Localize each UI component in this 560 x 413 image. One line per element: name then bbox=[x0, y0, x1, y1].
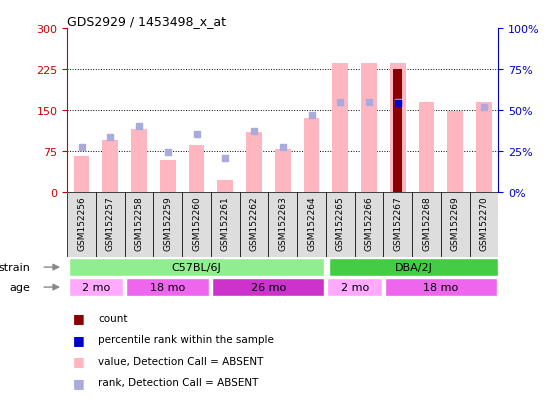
Bar bbox=[240, 192, 268, 257]
Bar bbox=[125, 192, 153, 257]
Text: GSM152260: GSM152260 bbox=[192, 195, 201, 250]
Point bbox=[479, 104, 488, 111]
Bar bbox=[328, 278, 382, 297]
Text: value, Detection Call = ABSENT: value, Detection Call = ABSENT bbox=[98, 356, 263, 366]
Text: GSM152262: GSM152262 bbox=[250, 195, 259, 250]
Bar bbox=[361, 64, 377, 192]
Bar bbox=[212, 278, 324, 297]
Text: GSM152258: GSM152258 bbox=[134, 195, 143, 250]
Text: ■: ■ bbox=[73, 376, 85, 389]
Text: GSM152257: GSM152257 bbox=[106, 195, 115, 250]
Point bbox=[250, 128, 259, 135]
Point bbox=[164, 150, 172, 156]
Bar bbox=[419, 102, 435, 192]
Bar bbox=[102, 140, 118, 192]
Point bbox=[393, 99, 402, 106]
Bar bbox=[217, 180, 233, 192]
Text: 18 mo: 18 mo bbox=[150, 282, 185, 292]
Text: GSM152266: GSM152266 bbox=[365, 195, 374, 250]
Bar bbox=[384, 192, 412, 257]
Text: GSM152259: GSM152259 bbox=[164, 195, 172, 250]
Bar bbox=[160, 161, 176, 192]
Text: 2 mo: 2 mo bbox=[340, 282, 369, 292]
Text: ■: ■ bbox=[73, 333, 85, 346]
Bar bbox=[394, 70, 402, 192]
Text: count: count bbox=[98, 313, 128, 323]
Point bbox=[365, 99, 374, 106]
Bar bbox=[447, 112, 463, 192]
Text: GSM152264: GSM152264 bbox=[307, 195, 316, 250]
Point bbox=[106, 135, 115, 141]
Bar bbox=[390, 64, 405, 192]
Bar bbox=[441, 192, 470, 257]
Text: rank, Detection Call = ABSENT: rank, Detection Call = ABSENT bbox=[98, 377, 258, 387]
Point bbox=[77, 144, 86, 151]
Text: ■: ■ bbox=[73, 354, 85, 368]
Text: GSM152268: GSM152268 bbox=[422, 195, 431, 250]
Text: 2 mo: 2 mo bbox=[82, 282, 110, 292]
Bar bbox=[385, 278, 497, 297]
Text: age: age bbox=[10, 282, 31, 292]
Bar bbox=[470, 192, 498, 257]
Text: GSM152270: GSM152270 bbox=[479, 195, 488, 250]
Point bbox=[221, 155, 230, 162]
Bar bbox=[304, 119, 319, 192]
Point bbox=[393, 101, 402, 107]
Bar bbox=[268, 192, 297, 257]
Bar bbox=[329, 259, 498, 276]
Bar bbox=[74, 157, 90, 192]
Bar bbox=[131, 130, 147, 192]
Text: GSM152256: GSM152256 bbox=[77, 195, 86, 250]
Text: GSM152265: GSM152265 bbox=[336, 195, 345, 250]
Point bbox=[278, 144, 287, 151]
Point bbox=[134, 123, 143, 130]
Point bbox=[192, 132, 201, 138]
Bar bbox=[69, 278, 123, 297]
Point bbox=[336, 99, 345, 106]
Text: GSM152267: GSM152267 bbox=[393, 195, 402, 250]
Text: GDS2929 / 1453498_x_at: GDS2929 / 1453498_x_at bbox=[67, 15, 226, 28]
Bar bbox=[182, 192, 211, 257]
Bar bbox=[412, 192, 441, 257]
Bar bbox=[69, 259, 324, 276]
Bar bbox=[275, 150, 291, 192]
Text: strain: strain bbox=[0, 262, 31, 273]
Text: GSM152269: GSM152269 bbox=[451, 195, 460, 250]
Bar bbox=[153, 192, 182, 257]
Bar bbox=[476, 102, 492, 192]
Bar bbox=[326, 192, 354, 257]
Text: 18 mo: 18 mo bbox=[423, 282, 459, 292]
Bar bbox=[211, 192, 240, 257]
Text: ■: ■ bbox=[73, 311, 85, 325]
Bar bbox=[189, 146, 204, 192]
Text: GSM152263: GSM152263 bbox=[278, 195, 287, 250]
Bar bbox=[333, 64, 348, 192]
Text: C57BL/6J: C57BL/6J bbox=[172, 262, 221, 273]
Point bbox=[307, 113, 316, 119]
Bar bbox=[67, 192, 96, 257]
Text: percentile rank within the sample: percentile rank within the sample bbox=[98, 335, 274, 344]
Bar bbox=[297, 192, 326, 257]
Bar bbox=[126, 278, 209, 297]
Text: DBA/2J: DBA/2J bbox=[395, 262, 432, 273]
Text: GSM152261: GSM152261 bbox=[221, 195, 230, 250]
Bar bbox=[96, 192, 125, 257]
Bar bbox=[354, 192, 384, 257]
Text: 26 mo: 26 mo bbox=[251, 282, 286, 292]
Bar bbox=[246, 132, 262, 192]
